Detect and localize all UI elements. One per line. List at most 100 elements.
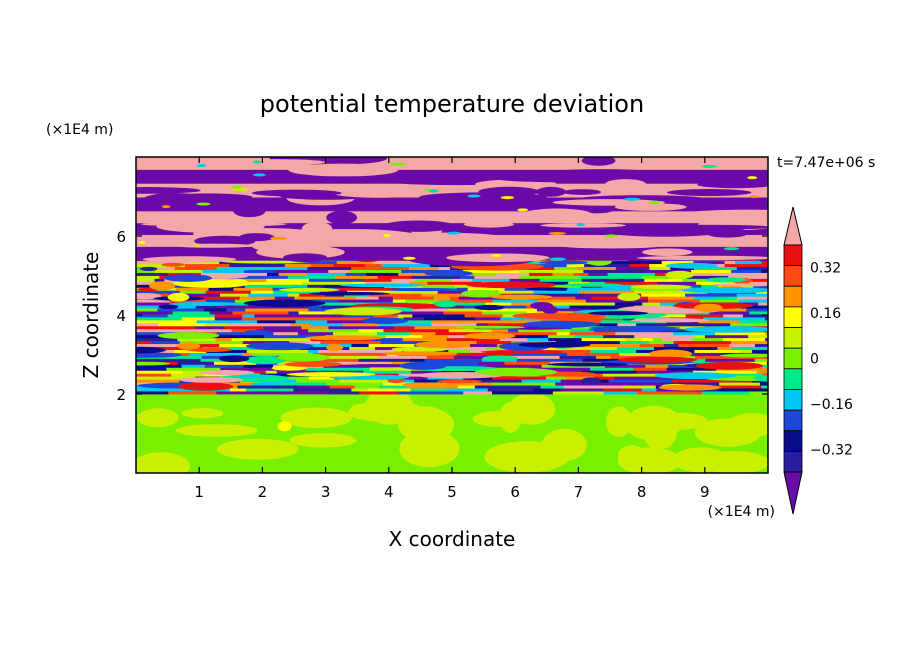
field-streak [168,302,243,306]
field-streak [252,173,266,177]
field-cell [136,336,179,342]
field-cell [532,354,561,359]
field-cell [475,316,502,321]
field-cell [566,262,586,268]
field-cell [694,333,706,339]
field-cell [187,295,241,300]
field-cell [476,339,513,345]
field-streak [653,224,768,230]
field-streak [196,163,207,167]
field-cell [355,372,400,377]
field-cell [318,348,366,353]
field-streak [324,183,436,198]
field-cell [540,384,565,389]
field-cell [569,330,617,336]
field-cell [608,378,674,383]
field-cell [351,387,370,392]
field-cell [294,313,345,318]
field-patch [175,424,258,437]
field-cell [422,333,450,339]
field-cell [336,360,393,365]
field-streak [697,157,750,162]
field-patch [181,408,224,419]
field-cell [554,265,578,270]
field-streak [466,281,557,289]
field-cell [651,313,687,318]
field-cell [662,336,694,342]
field-cell [424,357,483,362]
field-cell [672,378,699,383]
field-cell [189,351,244,356]
field-cell [239,295,276,300]
field-streak [684,209,768,219]
field-cell [243,268,277,273]
field-streak [563,283,623,287]
field-cell [695,354,756,359]
field-cell [251,381,279,386]
field-cell [486,363,543,368]
field-cell [319,354,380,359]
field-cell [257,319,297,324]
field-cell [215,336,233,342]
x-tick-label: 8 [637,483,647,501]
field-cell [136,372,173,377]
field-streak [580,205,614,214]
field-cell [761,259,768,265]
field-streak [174,243,253,248]
field-cell [295,319,329,324]
field-cell [333,330,379,336]
field-cell [438,265,452,270]
field-cell [246,348,310,353]
field-cell [253,384,299,389]
field-cell [299,345,351,350]
field-cell [431,322,478,327]
field-cell [136,277,156,282]
x-axis-label: X coordinate [389,527,516,551]
field-cell [359,390,399,395]
field-cell [411,369,443,374]
field-cell [559,354,597,359]
field-cell [696,280,737,285]
field-cell [502,313,517,318]
field-streak [581,157,616,166]
field-cell [295,298,340,303]
field-cell [263,325,303,330]
field-cell [167,319,198,324]
field-streak [383,233,391,237]
field-cell [576,265,617,270]
field-streak [167,292,190,302]
field-streak [277,353,331,362]
field-streak [251,189,342,197]
field-cell [432,319,485,324]
field-cell [410,387,447,392]
field-cell [605,280,659,285]
field-cell [737,277,768,282]
field-cell [292,357,360,362]
field-cell [244,283,293,288]
field-cell [254,262,286,268]
y-unit-label: (×1E4 m) [46,122,113,138]
field-cell [617,345,655,350]
field-cell [448,348,472,353]
field-cell [167,313,216,318]
field-streak [136,249,156,259]
field-cell [277,381,328,386]
field-cell [196,319,259,324]
field-cell [365,280,411,285]
field-cell [380,339,431,345]
field-cell [204,322,229,327]
field-cell [463,390,493,395]
x-tick-label: 7 [574,483,584,501]
field-cell [378,295,394,300]
field-cell [363,369,413,374]
contour-field [136,157,768,473]
field-cell [491,390,554,395]
field-cell [481,307,538,312]
field-cell [443,310,484,315]
field-cell [481,330,524,336]
field-cell [290,322,313,327]
field-cell [614,301,644,306]
field-cell [526,295,577,300]
field-cell [421,292,482,297]
field-cell [639,342,665,348]
